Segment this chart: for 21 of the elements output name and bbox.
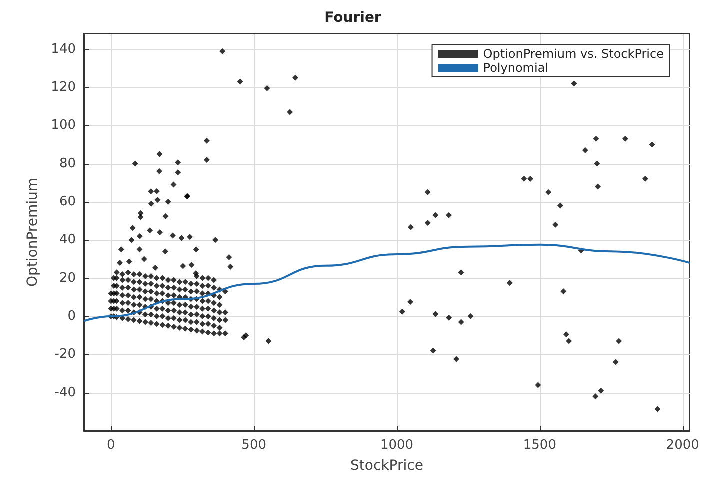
x-tick-label: 2000 xyxy=(666,438,700,453)
chart-title: Fourier xyxy=(324,10,382,26)
y-tick-label: 20 xyxy=(59,270,76,286)
x-tick-label: 500 xyxy=(242,438,266,453)
y-tick-label: 0 xyxy=(68,308,76,324)
y-tick-label: 80 xyxy=(59,156,76,172)
y-tick-label: 40 xyxy=(59,232,76,248)
y-tick-label: 120 xyxy=(51,80,76,95)
y-tick-label: 60 xyxy=(59,194,76,210)
line-series xyxy=(83,244,691,322)
y-tick-label: -40 xyxy=(54,385,76,400)
y-tick-label: -20 xyxy=(54,347,76,362)
legend-label: OptionPremium vs. StockPrice xyxy=(483,47,664,61)
x-tick-label: 1000 xyxy=(380,438,414,453)
x-axis-title: StockPrice xyxy=(350,458,424,474)
x-tick-label: 0 xyxy=(107,438,116,453)
y-tick-label: 140 xyxy=(51,42,76,57)
legend-label: Polynomial xyxy=(483,61,549,75)
x-tick-label: 1500 xyxy=(523,438,556,453)
y-tick-label: 100 xyxy=(51,118,76,134)
y-axis-title: OptionPremium xyxy=(25,178,41,288)
